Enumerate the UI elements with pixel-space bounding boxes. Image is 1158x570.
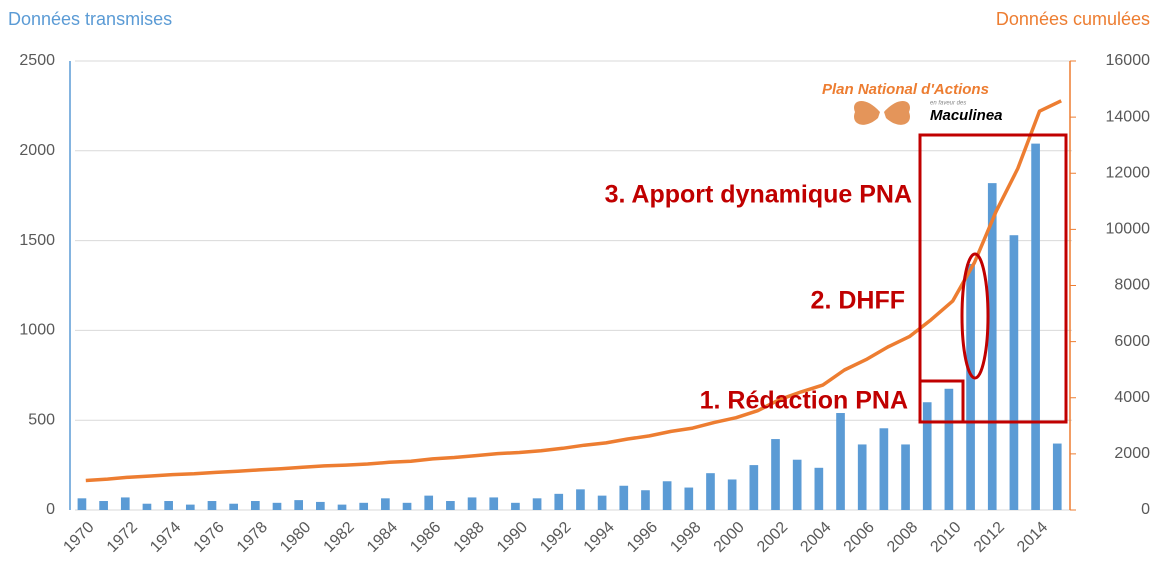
bar: [727, 479, 737, 510]
x-tick-label: 2000: [711, 519, 748, 556]
bar: [229, 503, 238, 510]
bar: [901, 444, 910, 510]
bar: [316, 501, 325, 510]
bar: [576, 489, 585, 510]
bar: [164, 501, 173, 510]
bar: [987, 183, 997, 511]
bar: [467, 497, 477, 510]
y-tick-label: 500: [28, 411, 55, 428]
bar: [922, 402, 932, 510]
y-tick-label: 2500: [19, 52, 55, 69]
y2-tick-label: 8000: [1114, 277, 1150, 294]
x-tick-label: 1994: [581, 519, 618, 556]
x-tick-label: 1996: [624, 519, 661, 556]
bar: [554, 493, 564, 510]
y2-tick-label: 10000: [1106, 221, 1151, 238]
x-tick-label: 1970: [60, 519, 97, 556]
y2-tick-label: 6000: [1114, 333, 1150, 350]
bar: [771, 439, 780, 510]
x-tick-label: 1982: [321, 519, 358, 556]
bar: [99, 501, 108, 510]
bar: [359, 502, 369, 510]
x-tick-label: 2012: [971, 519, 1008, 556]
x-tick-label: 2004: [797, 519, 834, 556]
bar: [532, 498, 542, 510]
bar: [402, 502, 412, 510]
bar: [337, 504, 347, 510]
bar: [641, 490, 650, 510]
bar: [857, 444, 867, 510]
y-tick-label: 2000: [19, 142, 55, 159]
y2-tick-label: 14000: [1106, 108, 1151, 125]
bar: [77, 498, 87, 510]
logo-subtitle: en faveur des: [930, 101, 966, 107]
x-tick-label: 1984: [364, 519, 401, 556]
x-tick-label: 1980: [277, 519, 314, 556]
y2-tick-label: 16000: [1106, 52, 1151, 69]
y2-tick-label: 0: [1141, 501, 1150, 518]
bar: [792, 459, 802, 510]
bar: [662, 481, 672, 510]
bar: [185, 504, 195, 510]
y2-tick-label: 12000: [1106, 164, 1151, 181]
bar: [619, 485, 629, 510]
x-tick-label: 1978: [234, 519, 271, 556]
x-tick-label: 1986: [407, 519, 444, 556]
bar: [836, 413, 845, 510]
annotation: 1. Rédaction PNA: [700, 387, 908, 415]
logo: Plan National d'Actions en faveur des Ma…: [822, 81, 1003, 125]
bar: [814, 467, 824, 510]
bar: [272, 502, 282, 510]
y2-axis-title: Données cumulées: [996, 9, 1150, 29]
bar: [489, 497, 499, 510]
bar: [381, 498, 390, 510]
bar: [511, 502, 520, 510]
bar: [944, 388, 954, 510]
y-tick-label: 0: [46, 501, 55, 518]
bar: [966, 263, 975, 510]
y-axis-title: Données transmises: [8, 9, 172, 29]
y2-tick-label: 2000: [1114, 445, 1150, 462]
annotation-box: [918, 379, 965, 424]
logo-name: Maculinea: [930, 107, 1003, 124]
bar: [1031, 143, 1040, 510]
butterfly-icon: [854, 101, 910, 125]
annotation: 2. DHFF: [811, 287, 905, 315]
x-tick-label: 1976: [191, 519, 228, 556]
bar: [684, 487, 694, 510]
x-tick-label: 2006: [841, 519, 878, 556]
x-tick-label: 1974: [147, 519, 184, 556]
y2-tick-label: 4000: [1114, 389, 1150, 406]
bar: [879, 428, 889, 510]
x-tick-label: 2008: [884, 519, 921, 556]
x-tick-label: 2014: [1014, 519, 1051, 556]
x-tick-label: 2002: [754, 519, 791, 556]
bar: [120, 497, 130, 510]
annotation-box: [918, 133, 1068, 424]
bar: [749, 465, 759, 510]
bar: [250, 501, 260, 510]
bar: [446, 501, 455, 510]
bar: [1009, 235, 1019, 510]
y-tick-label: 1000: [19, 322, 55, 339]
x-tick-label: 1998: [667, 519, 704, 556]
logo-title: Plan National d'Actions: [822, 81, 989, 98]
x-tick-label: 2010: [927, 519, 964, 556]
x-tick-label: 1990: [494, 519, 531, 556]
bar: [1052, 443, 1062, 510]
line: [85, 99, 1062, 483]
bar: [294, 500, 304, 510]
x-tick-label: 1992: [537, 519, 574, 556]
x-tick-label: 1988: [451, 519, 488, 556]
y-tick-label: 1500: [19, 232, 55, 249]
annotation-ellipse: [960, 252, 990, 380]
bar: [706, 473, 715, 510]
bar: [142, 503, 152, 510]
bar: [424, 495, 434, 510]
bar: [207, 501, 217, 510]
x-tick-label: 1972: [104, 519, 141, 556]
bar: [597, 495, 607, 510]
annotation: 3. Apport dynamique PNA: [605, 181, 912, 209]
